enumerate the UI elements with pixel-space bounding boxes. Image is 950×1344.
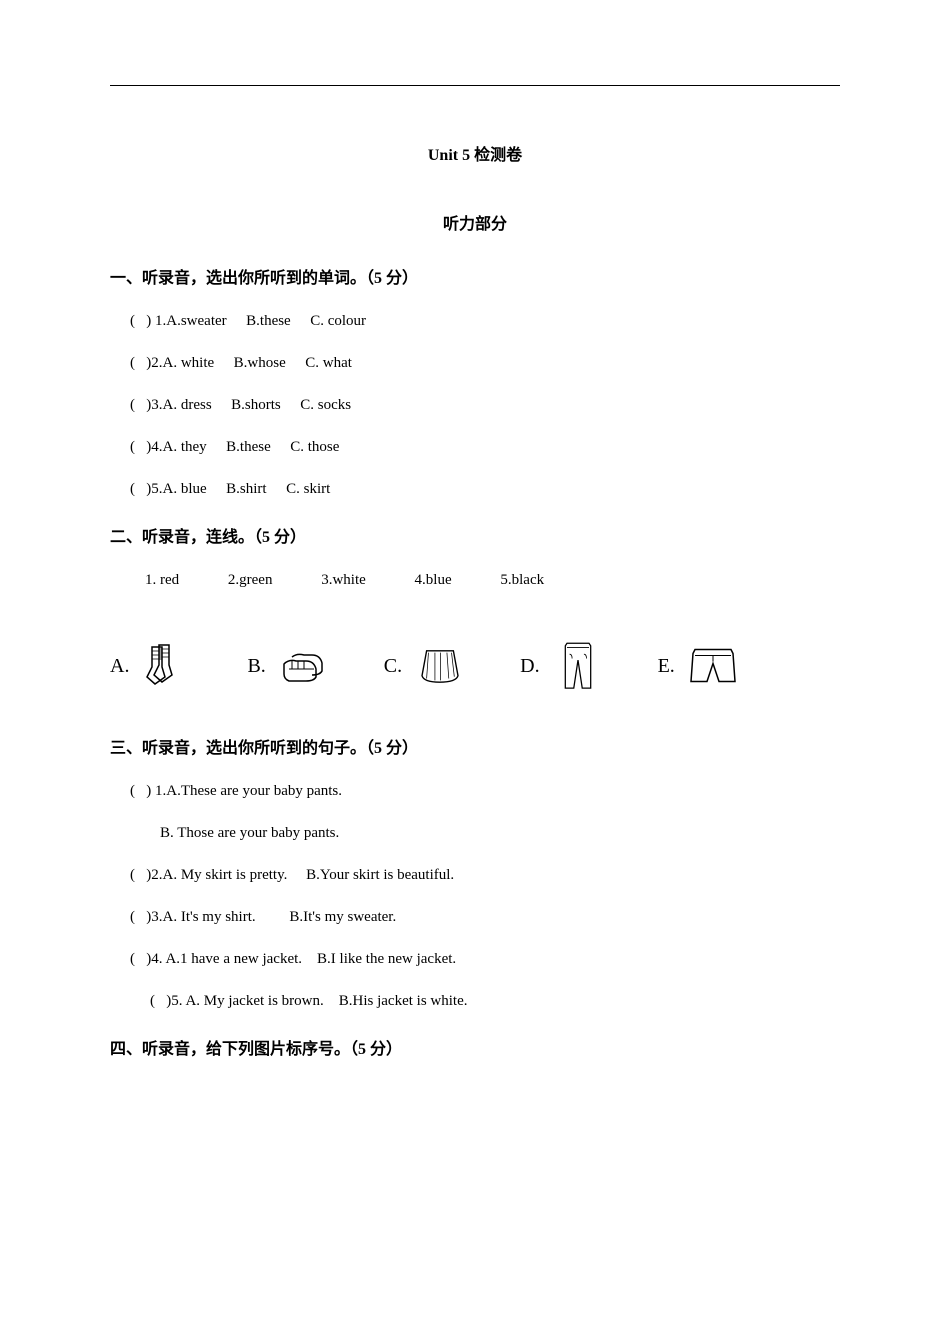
- image-a: A.: [110, 639, 197, 694]
- q4-num: 4: [151, 439, 159, 455]
- q3-opt-a: A. dress: [163, 397, 212, 414]
- color-list: 1. red 2.green 3.white 4.blue 5.black: [145, 572, 840, 589]
- color-2: 2.green: [228, 572, 273, 589]
- section4-heading: 四、听录音，给下列图片标序号。（5 分）: [110, 1035, 840, 1059]
- pants-icon: [548, 639, 608, 694]
- q5-opt-a: A. blue: [163, 481, 207, 498]
- q3-opt-c: C. socks: [300, 397, 351, 413]
- q3-opt-b: B.shorts: [231, 397, 281, 414]
- q3-line: ( )3.A. dress B.shorts C. socks: [130, 397, 840, 414]
- q5-opt-c: C. skirt: [286, 481, 330, 497]
- s3-q4: ( )4. A.1 have a new jacket. B.I like th…: [130, 951, 840, 968]
- color-1: 1. red: [145, 572, 179, 589]
- q2-line: ( )2.A. white B.whose C. what: [130, 355, 840, 372]
- q3-num: 3: [151, 397, 159, 413]
- page-subtitle: 听力部分: [110, 210, 840, 234]
- image-e: E.: [658, 639, 743, 694]
- shoes-icon: [274, 639, 334, 694]
- q1-opt-c: C. colour: [310, 313, 366, 329]
- q4-opt-b: B.these: [226, 439, 271, 456]
- q5-opt-b: B.shirt: [226, 481, 266, 498]
- socks-icon: [137, 639, 197, 694]
- section2-heading: 二、听录音，连线。（5 分）: [110, 523, 840, 547]
- q4-opt-c: C. those: [290, 439, 339, 455]
- q5-num: 5: [151, 481, 159, 497]
- q1-opt-b: B.these: [246, 313, 291, 330]
- section3-heading: 三、听录音，选出你所听到的句子。（5 分）: [110, 734, 840, 758]
- s3-q1a: ( ) 1.A.These are your baby pants.: [130, 783, 840, 800]
- shorts-icon: [683, 639, 743, 694]
- s3-q1b: B. Those are your baby pants.: [160, 825, 840, 842]
- q4-opt-a: A. they: [163, 439, 207, 456]
- image-c: C.: [384, 639, 470, 694]
- q2-opt-a: A. white: [163, 355, 215, 372]
- color-5: 5.black: [500, 572, 544, 589]
- q2-num: 2: [151, 355, 159, 371]
- q1-num: 1: [155, 313, 163, 329]
- image-b: B.: [247, 639, 333, 694]
- q5-line: ( )5.A. blue B.shirt C. skirt: [130, 481, 840, 498]
- page-title: Unit 5 检测卷: [110, 141, 840, 165]
- q4-line: ( )4.A. they B.these C. those: [130, 439, 840, 456]
- top-rule-line: [110, 85, 840, 86]
- image-d: D.: [520, 639, 607, 694]
- q1-line: ( ) 1.A.sweater B.these C. colour: [130, 313, 840, 330]
- s3-q5: ( )5. A. My jacket is brown. B.His jacke…: [150, 993, 840, 1010]
- skirt-icon: [410, 639, 470, 694]
- s3-q3: ( )3.A. It's my shirt. B.It's my sweater…: [130, 909, 840, 926]
- color-4: 4.blue: [415, 572, 452, 589]
- images-row: A. B. C. D. E.: [110, 639, 840, 694]
- q1-opt-a: A.sweater: [166, 313, 226, 330]
- color-3: 3.white: [321, 572, 366, 589]
- q2-opt-b: B.whose: [234, 355, 286, 372]
- s3-q2: ( )2.A. My skirt is pretty. B.Your skirt…: [130, 867, 840, 884]
- q2-opt-c: C. what: [305, 355, 352, 371]
- section1-heading: 一、听录音，选出你所听到的单词。（5 分）: [110, 264, 840, 288]
